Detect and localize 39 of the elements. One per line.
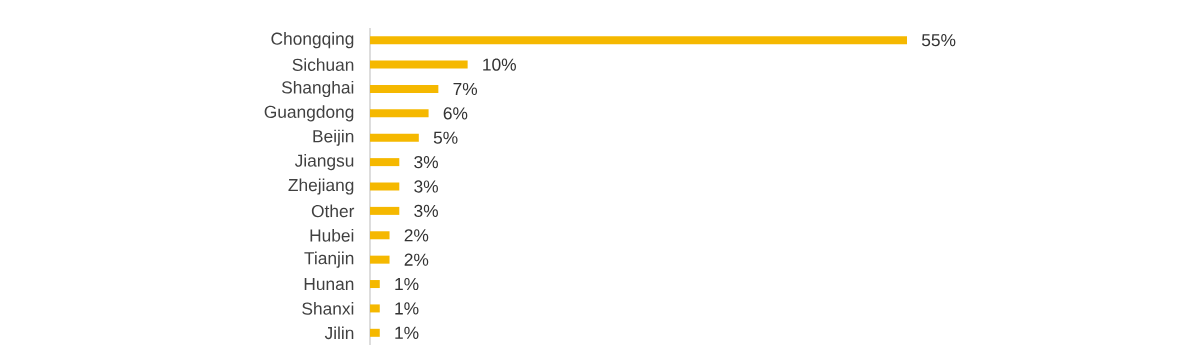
y-tick-label: Chongqing xyxy=(271,32,354,49)
data-label: 3% xyxy=(414,204,438,218)
bar xyxy=(370,280,380,289)
bar xyxy=(370,304,380,313)
bar xyxy=(370,36,908,45)
data-label: 2% xyxy=(404,229,429,242)
data-label: 1% xyxy=(395,326,419,339)
y-tick-label: Sichuan xyxy=(292,58,354,71)
y-tick-label: Guangdong xyxy=(264,105,354,122)
y-tick-label: Zhejiang xyxy=(288,178,354,195)
bar xyxy=(370,328,380,337)
y-tick-label: Jiangsu xyxy=(294,154,354,171)
data-label: 6% xyxy=(443,107,468,120)
bar xyxy=(370,133,419,142)
bar xyxy=(370,158,400,167)
data-label: 10% xyxy=(483,58,516,71)
y-tick-label: Other xyxy=(311,204,355,218)
data-label: 5% xyxy=(433,131,458,144)
data-label: 55% xyxy=(921,34,956,47)
data-label: 1% xyxy=(395,277,419,291)
y-tick-label: Tianjin xyxy=(304,251,354,268)
bar xyxy=(370,109,429,118)
data-label: 7% xyxy=(453,82,478,96)
y-tick-label: Hubei xyxy=(310,228,354,242)
data-label: 1% xyxy=(395,302,419,315)
bar xyxy=(370,206,400,215)
data-label: 3% xyxy=(414,155,438,169)
y-tick-label: Shanxi xyxy=(302,302,354,315)
data-label: 2% xyxy=(404,253,429,266)
y-tick-label: Jilin xyxy=(324,326,354,340)
data-label: 3% xyxy=(414,180,438,193)
y-tick-label: Hunan xyxy=(304,278,354,291)
bar xyxy=(370,84,439,93)
bar xyxy=(370,231,390,240)
bar xyxy=(370,255,390,264)
bar xyxy=(370,182,400,191)
y-tick-label: Beijin xyxy=(313,129,354,146)
y-tick-label: Shanghai xyxy=(281,80,354,98)
bar xyxy=(370,60,468,69)
